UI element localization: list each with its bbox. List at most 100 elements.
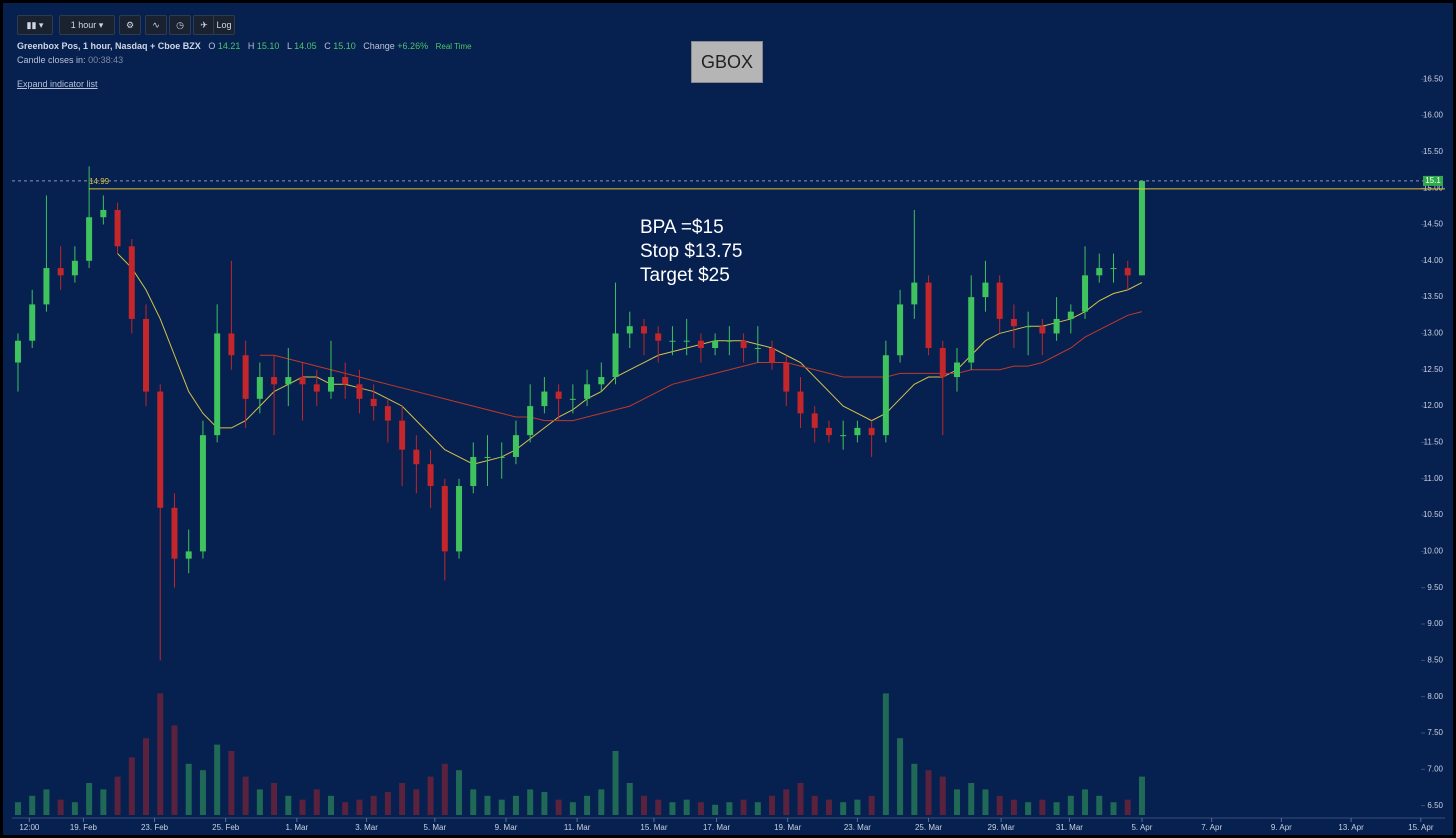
candle-body [484,456,491,458]
volume-bar [541,791,548,815]
candle-body [1053,318,1060,334]
volume-bar [1039,799,1046,815]
volume-bar [939,776,946,815]
volume-bar [171,725,178,815]
volume-bar [1082,789,1089,815]
volume-bar [1096,795,1103,815]
y-tick-label: 6.50 [1427,801,1443,810]
chart-type-button[interactable]: ▮▮ ▾ [17,15,53,35]
volume-bar [1138,776,1145,815]
volume-bar [740,799,747,815]
volume-bar [911,763,918,815]
candle-body [569,398,576,400]
candle-body [655,333,662,341]
y-tick-label: 14.50 [1423,220,1444,229]
volume-bar [996,795,1003,815]
volume-bar [697,802,704,815]
volume-bar [925,770,932,815]
draw-button[interactable]: ∿ [145,15,167,35]
change-value: +6.26% [397,41,429,51]
y-tick-label: 10.00 [1423,546,1444,555]
candle-body [1039,326,1046,334]
x-tick-label: 1. Mar [285,823,308,832]
expand-link[interactable]: Expand indicator list [17,79,98,89]
x-tick-label: 5. Apr [1131,823,1152,832]
time-button[interactable]: ◷ [169,15,191,35]
volume-bar [456,770,463,815]
volume-bar [868,795,875,815]
h-label: H [247,41,255,51]
annotation: Target $25 [640,265,730,286]
volume-bar [655,799,662,815]
volume-bar [271,783,278,815]
y-tick-label: 15.00 [1423,183,1444,192]
candle-body [911,282,918,305]
volume-bar [43,789,50,815]
x-tick-label: 17. Mar [703,823,730,832]
y-tick-label: 9.50 [1427,583,1443,592]
volume-bar [342,802,349,815]
volume-bar [683,799,690,815]
y-tick-label: 16.50 [1423,74,1444,83]
last-price-label: 15.1 [1425,176,1441,185]
candle-body [512,435,519,457]
volume-bar [128,757,135,815]
candle-body [769,347,776,363]
volume-bar [285,795,292,815]
volume-bar [1010,799,1017,815]
l-label: L [286,41,292,51]
candle-body [996,282,1003,319]
candle-body [555,391,562,399]
x-tick-label: 23. Mar [844,823,871,832]
candle-body [598,377,605,385]
y-tick-label: 11.00 [1424,474,1444,483]
volume-bar [441,763,448,815]
change-label: Change [363,41,395,51]
candle-body [100,209,107,218]
x-tick-label: 15. Mar [640,823,667,832]
settings-button[interactable]: ⚙ [119,15,141,35]
y-tick-label: 12.00 [1423,401,1444,410]
volume-bar [527,789,534,815]
x-tick-label: 15. Apr [1408,823,1434,832]
x-tick-label: 11. Mar [564,823,591,832]
volume-bar [640,795,647,815]
volume-bar [199,770,206,815]
y-tick-label: 7.00 [1427,764,1443,773]
volume-bar [754,802,761,815]
candle-body [370,398,377,407]
candle-body [953,362,960,378]
volume-bar [982,789,989,815]
l-value: 14.05 [294,41,317,51]
volume-bar [968,783,975,815]
volume-bar [854,799,861,815]
candle-body [185,551,192,559]
x-tick-label: 19. Mar [774,823,801,832]
price-chart: 6.50 7.00 7.50 8.00 8.50 9.00 9.50 10.00 10.50 11… [12,74,1445,832]
candle-body [868,427,875,436]
volume-bar [1110,802,1117,815]
volume-bar [897,738,904,815]
candle-body [925,282,932,348]
tool-button[interactable]: ✈ [193,15,215,35]
candle-body [697,340,704,348]
o-label: O [208,41,216,51]
y-tick-label: 9.00 [1427,619,1443,628]
volume-bar [57,799,64,815]
candle-body [1025,326,1032,328]
candle-body [199,435,206,552]
c-label: C [324,41,331,51]
y-tick-label: 10.50 [1423,510,1444,519]
candle-body [1138,180,1145,276]
candle-body [29,304,36,341]
volume-bar [1053,802,1060,815]
volume-bar [100,789,107,815]
candle-body [683,340,690,342]
candle-body [299,377,306,385]
volume-bar [313,789,320,815]
log-button[interactable]: Log [213,15,235,35]
candle-body [1096,268,1103,276]
volume-bar [327,795,334,815]
interval-button[interactable]: 1 hour ▾ [59,15,115,35]
x-tick-label: 9. Mar [495,823,518,832]
